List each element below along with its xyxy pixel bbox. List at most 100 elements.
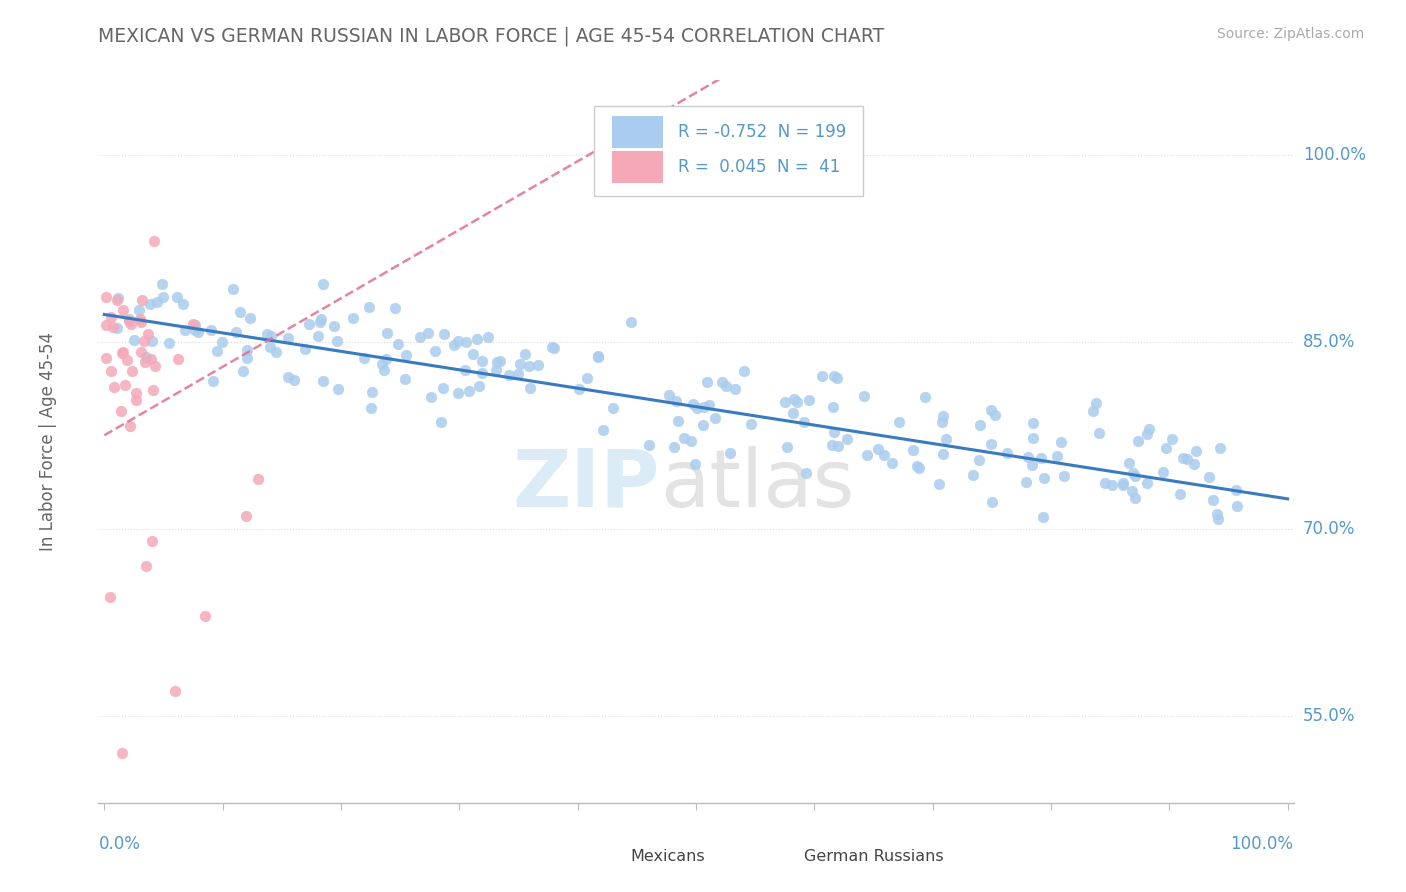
Point [638,438,661,452]
Point [905,458,928,473]
Point [1088,426,1111,441]
Point [1202,492,1225,507]
Point [94,290,117,304]
Point [1160,432,1182,446]
Text: atlas: atlas [661,446,855,524]
Point [131,345,153,359]
Point [373,363,395,377]
Point [194,609,217,624]
Point [458,384,481,399]
Point [111,746,134,760]
Point [1185,444,1208,458]
Point [1033,471,1056,485]
Text: 85.0%: 85.0% [1303,333,1355,351]
Point [1022,416,1045,430]
Point [662,441,685,455]
Point [602,401,624,415]
Point [1017,450,1039,464]
Point [430,415,453,429]
Point [980,402,1002,417]
Point [125,385,148,400]
Point [1045,450,1067,464]
Point [211,335,233,350]
Point [387,337,409,351]
Point [308,315,330,329]
Point [264,345,287,359]
Point [823,400,845,414]
Point [827,439,849,453]
Point [202,374,225,388]
Point [1123,469,1146,483]
Point [852,388,875,402]
Point [714,379,737,393]
Point [1021,458,1043,472]
Point [152,290,174,304]
Text: Source: ZipAtlas.com: Source: ZipAtlas.com [1216,27,1364,41]
Point [235,509,257,524]
Point [686,401,709,415]
Point [131,293,153,308]
Text: Mexicans: Mexicans [630,849,704,864]
Point [200,324,222,338]
Point [1049,435,1071,450]
Point [823,368,845,383]
Point [443,338,465,352]
Point [575,370,598,384]
Point [981,495,1004,509]
Point [682,397,704,411]
Point [110,404,132,418]
Point [205,343,228,358]
Point [995,445,1018,459]
FancyBboxPatch shape [595,105,863,196]
Point [543,341,565,355]
Point [294,343,316,357]
Point [1053,469,1076,483]
Point [821,438,844,452]
Point [1171,450,1194,465]
Point [136,326,159,341]
Point [471,354,494,368]
Point [1206,507,1229,521]
Point [105,320,128,334]
Point [229,304,252,318]
Point [143,234,166,248]
Point [1226,499,1249,513]
Point [723,382,745,396]
Point [112,303,135,318]
Point [699,398,721,412]
Point [586,349,609,363]
Point [141,534,163,549]
Point [620,315,643,329]
Point [146,294,169,309]
Point [1118,456,1140,470]
Point [138,297,160,311]
Point [118,314,141,328]
Point [107,291,129,305]
Point [1152,466,1174,480]
Point [184,318,207,332]
Point [1182,457,1205,471]
Point [166,290,188,304]
Point [312,277,335,292]
Point [433,327,456,342]
Point [665,394,688,409]
Point [370,357,392,371]
Point [172,297,194,311]
Point [94,318,117,332]
Point [326,334,349,348]
Point [447,334,470,348]
Point [704,411,727,425]
Point [409,329,432,343]
Point [477,330,499,344]
Point [1206,512,1229,526]
Point [101,320,124,334]
Point [568,382,591,396]
Point [797,393,820,408]
Point [360,401,382,415]
Point [236,351,259,365]
Point [145,359,167,373]
Point [277,331,299,345]
Point [298,318,321,332]
Point [100,310,122,325]
Point [835,432,858,446]
